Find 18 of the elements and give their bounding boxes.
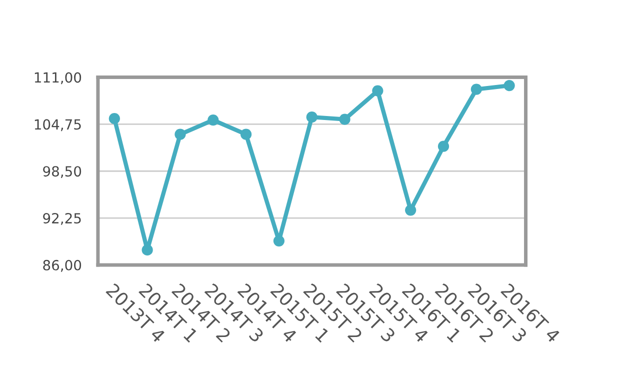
point — [339, 114, 350, 125]
point — [240, 128, 252, 140]
point — [142, 244, 153, 256]
y-tick-label: 92,25 — [43, 213, 81, 225]
point — [405, 204, 416, 216]
point — [504, 80, 515, 92]
point — [108, 113, 120, 124]
point — [438, 140, 450, 152]
y-tick-label: 104,75 — [34, 119, 81, 132]
point — [470, 84, 482, 95]
y-tick-label: 86,00 — [43, 260, 82, 272]
point — [372, 85, 384, 96]
point — [208, 114, 219, 126]
y-tick-label: 98,50 — [43, 166, 82, 178]
point — [306, 112, 318, 123]
y-tick-label: 111,00 — [34, 72, 82, 84]
point — [273, 235, 285, 246]
point — [174, 128, 186, 140]
